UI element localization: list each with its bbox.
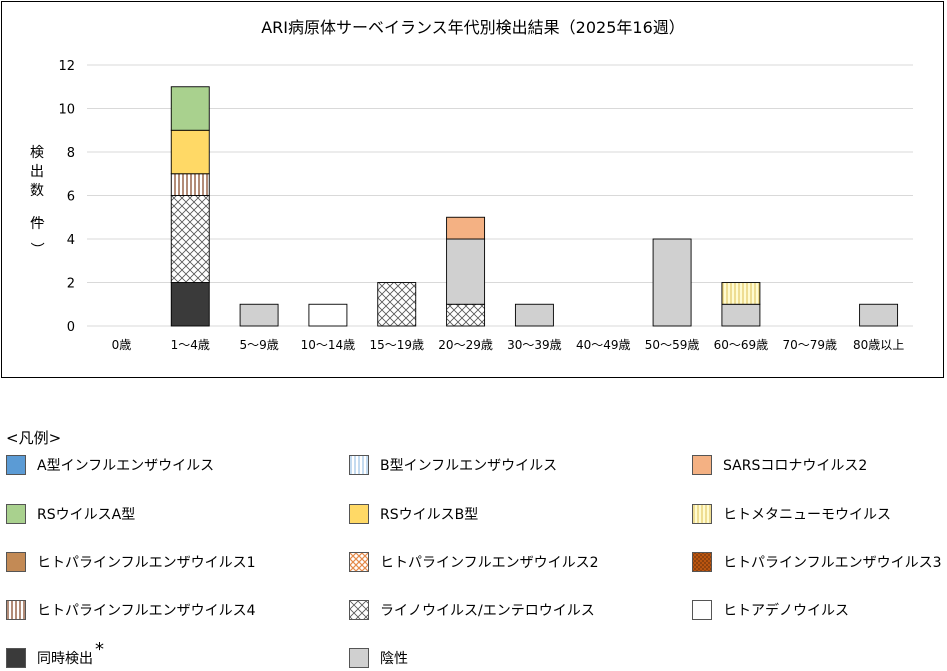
legend-item-rhino: ライノウイルス/エンテロウイルス (349, 598, 595, 622)
bar-segment-negative (239, 303, 279, 327)
legend-label: A型インフルエンザウイルス (37, 458, 215, 474)
legend-label: ライノウイルス/エンテロウイルス (380, 603, 595, 619)
y-axis-label-char: ） (28, 242, 44, 256)
legend-swatch (6, 504, 26, 524)
chart-frame: ARI病原体サーベイランス年代別検出結果（2025年16週） 0 2 4 6 8 10 12… (1, 1, 944, 378)
y-axis-label-char: 件 (30, 216, 44, 232)
legend-title: <凡例> (6, 429, 62, 447)
bar-segment-negative (514, 303, 554, 327)
legend-swatch (692, 600, 712, 620)
legend-swatch (349, 504, 369, 524)
legend-item-negative: 陰性 (349, 646, 408, 670)
legend-asterisk: * (95, 638, 104, 660)
bar-segment-hmpv (721, 282, 761, 305)
bar-segment-concurrent (170, 282, 210, 327)
x-tick-label: 5～9歳 (239, 338, 278, 352)
legend-swatch (6, 600, 26, 620)
y-axis-label-char: 出 (30, 164, 44, 180)
legend-item-sars: SARSコロナウイルス2 (692, 453, 867, 477)
bar-segment-negative (652, 238, 692, 327)
legend-swatch (349, 648, 369, 668)
bar-segment-rhino (170, 195, 210, 283)
y-tick-label: 4 (67, 233, 75, 248)
legend-label: ヒトパラインフルエンザウイルス1 (37, 555, 256, 571)
legend-item-rsva: RSウイルスA型 (6, 502, 135, 526)
legend-swatch (6, 552, 26, 572)
y-tick-label: 2 (67, 277, 75, 292)
bar-segment-hpiv4 (170, 173, 210, 196)
legend-label: ヒトメタニューモウイルス (723, 507, 891, 523)
legend-swatch (6, 648, 26, 668)
legend-label: ヒトパラインフルエンザウイルス2 (380, 555, 599, 571)
legend-swatch (692, 504, 712, 524)
x-tick-label: 20～29歳 (438, 338, 493, 352)
legend-swatch (6, 455, 26, 475)
legend-item-rsvb: RSウイルスB型 (349, 502, 478, 526)
bar-segment-rhino (446, 303, 486, 327)
legend-swatch (349, 600, 369, 620)
y-axis-label-char: （ (28, 209, 44, 223)
legend-swatch (349, 455, 369, 475)
chart-title: ARI病原体サーベイランス年代別検出結果（2025年16週） (261, 18, 685, 37)
legend-swatch (692, 552, 712, 572)
bar-segment-negative (446, 238, 486, 305)
x-tick-label: 15～19歳 (369, 338, 424, 352)
legend-item-hpiv1: ヒトパラインフルエンザウイルス1 (6, 550, 256, 574)
x-tick-labels: 0歳 1～4歳 5～9歳 10～14歳 15～19歳 20～29歳 30～39歳 40～49歳… (112, 338, 905, 352)
x-tick-label: 1～4歳 (171, 338, 210, 352)
bar-segment-adeno (308, 303, 348, 327)
bar-segment-negative (859, 303, 899, 327)
legend-swatch (349, 552, 369, 572)
chart-svg: ARI病原体サーベイランス年代別検出結果（2025年16週） 0 2 4 6 8 10 12… (28, 18, 913, 352)
y-tick-label: 6 (67, 190, 75, 205)
bar-segment-negative (721, 303, 761, 327)
y-axis-label-char: 検 (30, 145, 44, 161)
y-axis-label: 検出数 （件 ） (28, 145, 44, 256)
legend-label: ヒトパラインフルエンザウイルス3 (723, 555, 942, 571)
x-tick-label: 10～14歳 (301, 338, 356, 352)
legend-item-concurrent: 同時検出 * (6, 639, 104, 670)
x-tick-label: 40～49歳 (576, 338, 631, 352)
legend-label: RSウイルスA型 (37, 507, 136, 523)
bar-segment-rsvb (170, 129, 210, 175)
x-tick-label: 80歳以上 (853, 338, 904, 352)
y-tick-label: 8 (67, 146, 75, 161)
y-axis-label-char: 数 (30, 183, 44, 199)
legend-label: ヒトパラインフルエンザウイルス4 (37, 603, 256, 619)
bar-segment-sars (446, 216, 486, 240)
x-tick-label: 60～69歳 (714, 338, 769, 352)
legend-item-hpiv3: ヒトパラインフルエンザウイルス3 (692, 550, 942, 574)
gridlines (87, 64, 913, 327)
x-tick-label: 70～79歳 (782, 338, 837, 352)
x-tick-label: 50～59歳 (645, 338, 700, 352)
legend-swatch (692, 455, 712, 475)
legend-item-adeno: ヒトアデノウイルス (692, 598, 849, 622)
x-tick-label: 30～39歳 (507, 338, 562, 352)
legend-label: B型インフルエンザウイルス (380, 458, 558, 474)
bar-segment-rsva (170, 86, 210, 131)
legend-item-hmpv: ヒトメタニューモウイルス (692, 502, 891, 526)
legend-label: 同時検出 (37, 651, 93, 667)
legend-item-flub: B型インフルエンザウイルス (349, 453, 557, 477)
x-tick-label: 0歳 (112, 338, 132, 352)
y-tick-label: 12 (58, 59, 75, 74)
legend-item-hpiv4: ヒトパラインフルエンザウイルス4 (6, 598, 256, 622)
legend-label: 陰性 (380, 651, 408, 667)
bars (170, 86, 899, 327)
bar-segment-rhino (377, 282, 417, 327)
y-tick-label: 10 (58, 103, 75, 118)
y-tick-label: 0 (67, 320, 75, 335)
legend-item-flua: A型インフルエンザウイルス (6, 453, 214, 477)
legend-item-hpiv2: ヒトパラインフルエンザウイルス2 (349, 550, 599, 574)
y-tick-labels: 0 2 4 6 8 10 12 (58, 59, 75, 335)
legend-label: SARSコロナウイルス2 (723, 458, 868, 474)
legend-label: ヒトアデノウイルス (723, 603, 849, 619)
legend-label: RSウイルスB型 (380, 507, 479, 523)
